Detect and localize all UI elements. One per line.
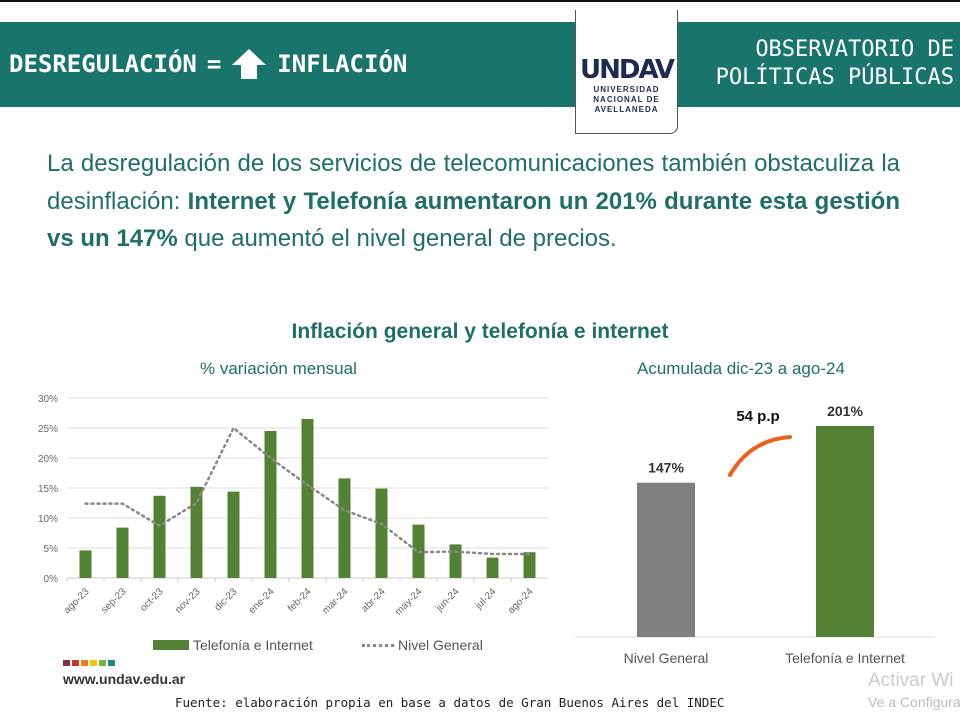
header-equals: = <box>206 50 222 78</box>
x-category-label: Telefonía e Internet <box>785 650 905 666</box>
logo-mark: UNDAV <box>580 55 675 85</box>
x-tick-label: may-24 <box>393 586 425 618</box>
monthly-chart-subtitle: % variación mensual <box>200 359 357 378</box>
chart-title: Inflación general y telefonía e internet <box>291 320 669 343</box>
website-link[interactable]: www.undav.edu.ar <box>63 671 186 687</box>
top-border <box>0 0 960 22</box>
palette-swatch <box>81 660 88 666</box>
header-band <box>0 22 960 107</box>
y-tick-label: 15% <box>38 484 58 495</box>
bar-dic-23 <box>227 491 240 578</box>
x-tick-label: abr-24 <box>359 586 388 615</box>
activation-watermark: Activar Wi <box>868 670 954 691</box>
difference-arc <box>728 435 792 477</box>
palette-swatch <box>90 660 97 666</box>
x-tick-label: nov-23 <box>173 586 203 616</box>
legend-nivel-general: Nivel General <box>362 637 483 653</box>
y-tick-label: 0% <box>44 574 59 585</box>
legend-label: Nivel General <box>398 637 483 653</box>
bar-jul-24 <box>486 557 499 578</box>
legend-swatch-bar <box>153 640 189 650</box>
x-tick-label: ago-23 <box>62 586 92 616</box>
y-tick-label: 25% <box>38 424 58 435</box>
bar-nov-23 <box>190 486 203 578</box>
x-tick-label: ene-24 <box>247 586 277 616</box>
bar-oct-23 <box>153 495 166 578</box>
legend-label: Telefonía e Internet <box>193 637 313 653</box>
y-tick-label: 5% <box>44 544 59 555</box>
bar-Telefonía e Internet <box>816 426 874 637</box>
legend-telefonia: Telefonía e Internet <box>153 637 313 653</box>
lead-paragraph: La desregulación de los servicios de tel… <box>47 145 900 258</box>
lead-text-1: La desregulación de los servicios de tel… <box>47 150 900 215</box>
palette-swatch <box>99 660 106 666</box>
palette-swatch <box>72 660 79 666</box>
x-tick-label: jun-24 <box>433 586 461 614</box>
y-tick-label: 30% <box>38 394 58 405</box>
arrow-up-icon <box>232 49 267 79</box>
bar-feb-24 <box>301 419 314 578</box>
x-tick-label: mar-24 <box>320 586 350 616</box>
bar-ago-24 <box>523 552 536 578</box>
x-tick-label: feb-24 <box>286 586 314 614</box>
monthly-chart: 0% 5% 10% 15% 20% 25% 30% ago-23 sep-23 oct-23 nov… <box>38 394 548 618</box>
x-tick-label: jul-24 <box>473 586 499 612</box>
bar-sep-23 <box>116 527 129 578</box>
palette-swatch <box>108 660 115 666</box>
observatorio-line-2: POLÍTICAS PÚBLICAS <box>715 65 954 90</box>
legend-swatch-line <box>362 643 394 647</box>
palette-swatch <box>63 660 70 666</box>
bar-ago-23 <box>79 550 92 578</box>
x-tick-label: dic-23 <box>213 586 240 613</box>
x-tick-label: ago-24 <box>506 586 536 616</box>
brand-color-strip <box>63 660 115 666</box>
logo-line-1: UNIVERSIDAD <box>593 85 660 94</box>
y-tick-label: 10% <box>38 514 58 525</box>
line-nivel-general <box>84 426 531 556</box>
header-title: DESREGULACIÓN = INFLACIÓN <box>9 48 407 80</box>
lead-bold: Internet y Telefonía aumentaron un 201% … <box>47 187 900 253</box>
undav-logo: UNDAV UNIVERSIDAD NACIONAL DE AVELLANEDA <box>575 10 678 134</box>
logo-line-3: AVELLANEDA <box>594 105 659 114</box>
header-word-1: DESREGULACIÓN <box>9 50 197 78</box>
difference-annotation: 54 p.p <box>736 408 779 425</box>
x-tick-label: sep-23 <box>99 586 129 616</box>
cumulative-chart-subtitle: Acumulada dic-23 a ago-24 <box>637 359 845 378</box>
bar-Nivel General <box>637 482 695 637</box>
observatorio-title: OBSERVATORIO DE POLÍTICAS PÚBLICAS <box>716 36 954 92</box>
logo-line-2: NACIONAL DE <box>593 95 660 104</box>
observatorio-line-1: OBSERVATORIO DE <box>755 37 954 62</box>
bar-jun-24 <box>449 544 462 578</box>
x-tick-label: oct-23 <box>138 586 166 614</box>
header-word-2: INFLACIÓN <box>277 50 408 78</box>
x-category-label: Nivel General <box>624 650 709 666</box>
bar-mar-24 <box>338 478 351 578</box>
data-label: 201% <box>827 403 863 419</box>
activation-watermark-sub: Ve a Configura <box>868 694 960 710</box>
y-tick-label: 20% <box>38 454 58 465</box>
bar-ene-24 <box>264 431 277 578</box>
cumulative-chart: 147% Nivel General 201% Telefonía e Interne… <box>575 403 935 666</box>
lead-text-2: que aumentó el nivel general de precios. <box>177 225 617 252</box>
source-note: Fuente: elaboración propia en base a dat… <box>175 695 725 710</box>
bar-abr-24 <box>375 488 388 578</box>
data-label: 147% <box>648 460 684 476</box>
